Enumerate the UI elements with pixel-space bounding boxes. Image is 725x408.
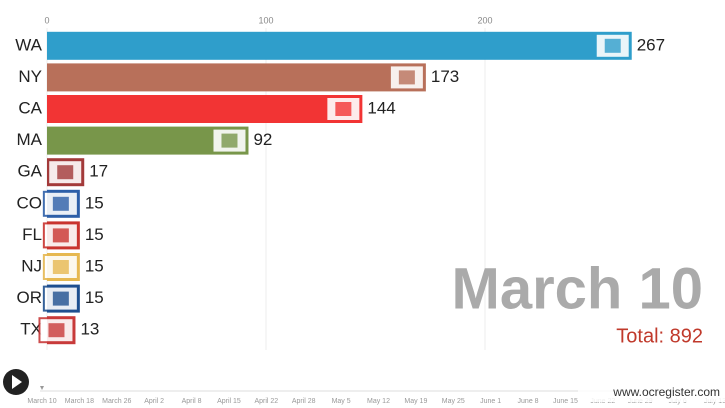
flag-emblem: [52, 260, 69, 274]
value-label: 15: [85, 225, 104, 244]
timeline-label: April 28: [292, 398, 316, 405]
value-label: 173: [431, 67, 459, 86]
value-label: 267: [637, 35, 665, 54]
flag-emblem: [48, 323, 65, 338]
category-label: GA: [17, 162, 42, 181]
timeline-label: April 22: [254, 398, 278, 405]
play-button[interactable]: [3, 369, 29, 395]
category-label: CA: [18, 98, 42, 117]
flag-emblem: [604, 38, 621, 53]
value-label: 13: [80, 320, 99, 339]
value-label: 92: [253, 130, 272, 149]
category-label: NJ: [21, 256, 42, 275]
timeline-marker: [40, 386, 44, 390]
timeline-label: May 25: [442, 398, 465, 405]
value-label: 15: [85, 256, 104, 275]
category-label: NY: [18, 67, 42, 86]
timeline-label: March 18: [65, 398, 94, 405]
bar: [47, 95, 363, 123]
x-tick-label: 100: [258, 15, 273, 25]
flag-emblem: [52, 291, 69, 306]
bar: [47, 63, 426, 92]
flag-emblem: [221, 133, 238, 148]
timeline-label: June 15: [553, 398, 578, 405]
flag-emblem: [57, 165, 74, 180]
value-label: 17: [89, 162, 108, 181]
total-label: Total: 892: [616, 325, 703, 347]
category-label: CO: [17, 193, 43, 212]
category-label: MA: [17, 130, 43, 149]
category-label: TX: [20, 320, 42, 339]
flag-emblem: [52, 228, 69, 243]
timeline-label: May 12: [367, 398, 390, 405]
value-label: 144: [367, 98, 395, 117]
timeline-label: March 26: [102, 398, 131, 405]
value-label: 15: [85, 288, 104, 307]
watermark: www.ocregister.com: [612, 385, 720, 399]
flag-emblem: [398, 70, 415, 85]
flag-emblem: [335, 102, 352, 116]
timeline-label: March 10: [27, 398, 56, 405]
watermark-bg: [578, 384, 725, 402]
category-label: FL: [22, 225, 42, 244]
category-label: WA: [15, 35, 42, 54]
play-icon[interactable]: [12, 375, 22, 389]
timeline-label: May 5: [332, 398, 351, 405]
bar: [47, 31, 632, 60]
value-label: 15: [85, 193, 104, 212]
flag-emblem: [52, 196, 69, 211]
timeline-label: April 15: [217, 398, 241, 405]
timeline-label: April 2: [144, 398, 164, 405]
x-tick-label: 0: [44, 15, 49, 25]
timeline-label: April 8: [182, 398, 202, 405]
date-label: March 10: [452, 256, 703, 321]
timeline-label: June 1: [480, 398, 501, 405]
timeline-label: May 19: [404, 398, 427, 405]
category-label: OR: [17, 288, 43, 307]
timeline-label: June 8: [518, 398, 539, 405]
x-tick-label: 200: [477, 15, 492, 25]
